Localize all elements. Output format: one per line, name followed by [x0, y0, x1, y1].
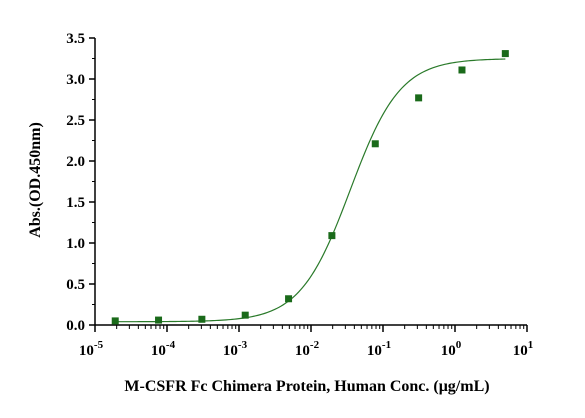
y-tick-label: 1.0: [66, 236, 85, 252]
y-tick-label: 2.0: [66, 154, 85, 170]
data-points: [111, 50, 509, 325]
data-point: [155, 316, 163, 324]
x-tick-label: 101: [513, 339, 534, 359]
data-point: [415, 94, 423, 102]
x-tick-label: 10-5: [79, 339, 104, 359]
data-point: [328, 232, 336, 240]
data-point: [285, 295, 293, 303]
y-tick-label: 3.5: [66, 31, 85, 47]
data-point: [198, 315, 206, 323]
y-tick-label: 2.5: [66, 113, 85, 129]
data-point: [241, 311, 249, 319]
x-tick-label: 10-4: [151, 339, 176, 359]
x-tick-label: 10-3: [223, 339, 248, 359]
x-tick-label: 100: [441, 339, 462, 359]
x-axis-ticks: 10-5 10-4 10-3 10-2 10-1 100 101: [79, 325, 533, 359]
y-tick-label: 0.5: [66, 277, 85, 293]
data-point: [458, 66, 466, 74]
x-tick-label: 10-1: [367, 339, 391, 359]
y-axis-ticks: 0.0 0.5 1.0 1.5 2.0 2.5 3.0 3.5: [66, 31, 95, 334]
data-point: [371, 140, 379, 148]
data-point: [111, 317, 119, 325]
data-point: [501, 50, 509, 58]
y-tick-label: 1.5: [66, 195, 85, 211]
y-axis-label: Abs.(OD.450nm): [27, 122, 44, 238]
x-tick-label: 10-2: [295, 339, 320, 359]
y-tick-label: 0.0: [66, 318, 85, 334]
x-axis-label: M-CSFR Fc Chimera Protein, Human Conc. (…: [124, 378, 489, 395]
fit-curve: [115, 58, 506, 323]
y-tick-label: 3.0: [66, 72, 85, 88]
axes: [94, 38, 527, 326]
